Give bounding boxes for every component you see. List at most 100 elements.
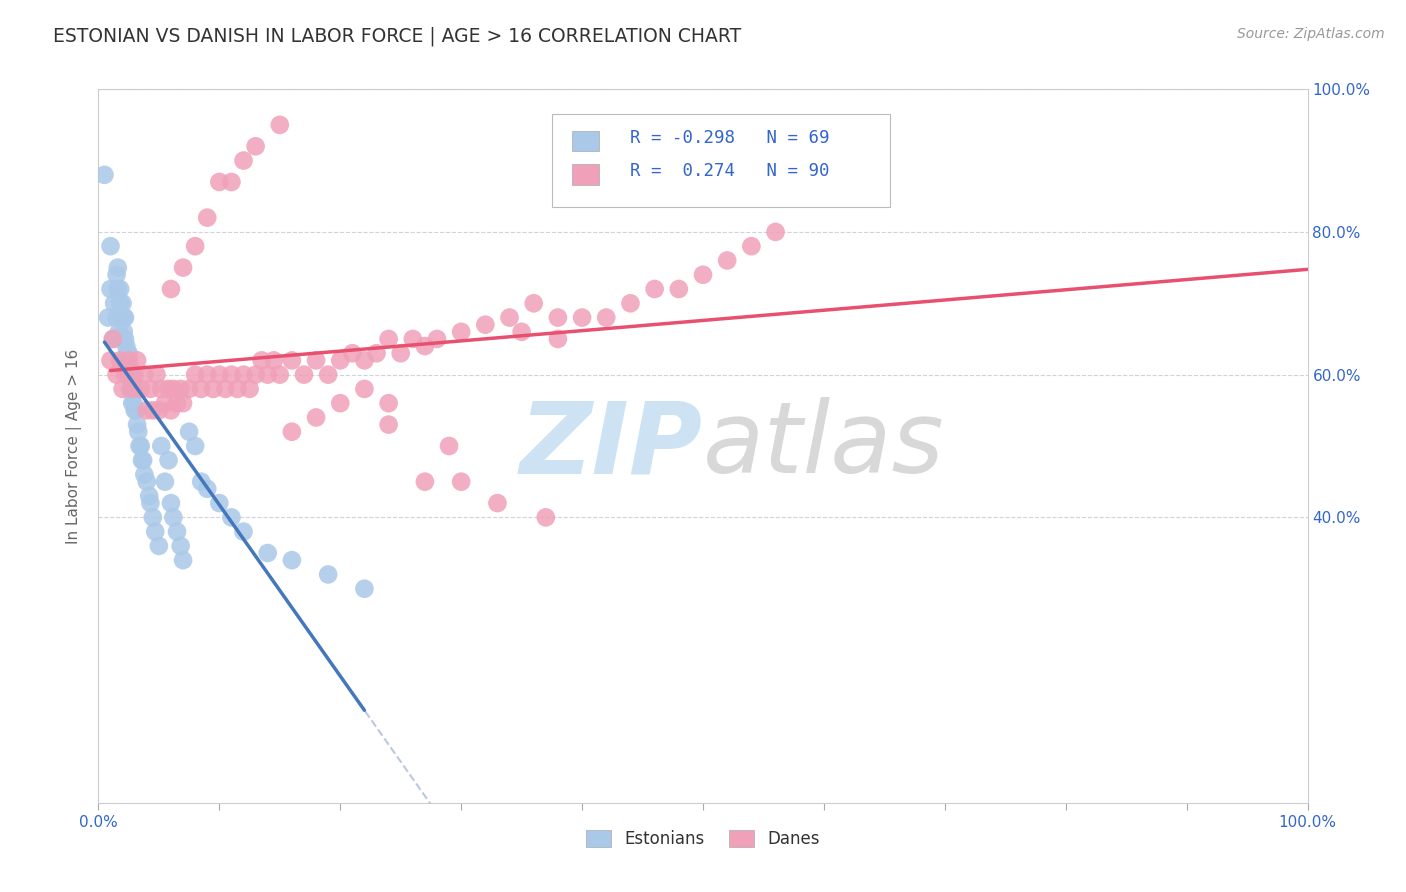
Point (166, 524, 188, 539)
Point (121, 375, 143, 389)
Point (316, 368, 339, 382)
Point (107, 282, 129, 296)
Point (128, 439, 150, 453)
Point (150, 439, 173, 453)
Point (166, 396, 188, 410)
Point (450, 475, 472, 489)
Point (534, 510, 557, 524)
Point (190, 382, 212, 396)
Point (250, 353, 273, 368)
Point (135, 475, 157, 489)
Point (208, 175, 231, 189)
Point (184, 439, 207, 453)
Point (122, 396, 145, 410)
Point (402, 332, 425, 346)
Point (208, 368, 231, 382)
Point (208, 496, 231, 510)
Point (269, 118, 291, 132)
Point (547, 332, 569, 346)
Point (148, 539, 170, 553)
Point (127, 353, 149, 368)
Point (226, 382, 249, 396)
Point (134, 467, 156, 482)
Point (118, 346, 141, 360)
Point (692, 268, 714, 282)
Point (195, 368, 218, 382)
Point (105, 268, 128, 282)
Point (184, 239, 207, 253)
Point (120, 382, 142, 396)
Point (117, 346, 139, 360)
Point (765, 225, 787, 239)
Point (134, 368, 156, 382)
Point (195, 482, 218, 496)
Point (118, 382, 141, 396)
Point (179, 425, 201, 439)
Point (426, 332, 449, 346)
Point (740, 239, 762, 253)
Point (547, 310, 569, 325)
Point (619, 296, 641, 310)
Text: R =  0.274   N = 90: R = 0.274 N = 90 (630, 162, 830, 180)
Point (118, 353, 141, 368)
Point (114, 332, 136, 346)
Point (162, 510, 184, 524)
Point (353, 353, 375, 368)
Point (172, 260, 194, 275)
Point (118, 368, 141, 382)
Point (263, 353, 285, 368)
Point (114, 310, 136, 325)
Point (510, 325, 533, 339)
Point (160, 403, 183, 417)
Point (256, 546, 278, 560)
Point (366, 346, 388, 360)
Point (342, 346, 364, 360)
Text: ESTONIAN VS DANISH IN LABOR FORCE | AGE > 16 CORRELATION CHART: ESTONIAN VS DANISH IN LABOR FORCE | AGE … (53, 27, 742, 46)
Point (179, 382, 201, 396)
Point (101, 332, 124, 346)
Point (716, 253, 738, 268)
Point (172, 396, 194, 410)
Point (377, 417, 399, 432)
Point (118, 360, 141, 375)
Text: Source: ZipAtlas.com: Source: ZipAtlas.com (1237, 27, 1385, 41)
Point (281, 353, 304, 368)
Point (221, 510, 243, 524)
Point (232, 524, 254, 539)
Point (145, 368, 167, 382)
Point (195, 211, 218, 225)
Text: R = -0.298   N = 69: R = -0.298 N = 69 (630, 128, 830, 146)
Point (124, 368, 146, 382)
Point (292, 368, 315, 382)
Point (143, 524, 166, 539)
Point (353, 382, 375, 396)
Point (103, 296, 125, 310)
Point (437, 439, 460, 453)
Point (131, 453, 153, 467)
Point (305, 410, 328, 425)
Point (139, 382, 162, 396)
Point (108, 282, 131, 296)
Point (125, 403, 148, 417)
Bar (572, 164, 599, 185)
Point (281, 553, 304, 567)
Point (202, 382, 225, 396)
Point (117, 368, 139, 382)
Point (105, 368, 128, 382)
Point (353, 582, 375, 596)
Point (115, 353, 138, 368)
Point (450, 325, 472, 339)
Point (108, 325, 131, 339)
Point (93, 168, 115, 182)
Point (148, 403, 170, 417)
Point (111, 296, 134, 310)
Point (157, 382, 180, 396)
Point (127, 425, 149, 439)
Point (105, 310, 128, 325)
Point (221, 175, 243, 189)
Point (107, 260, 129, 275)
Point (153, 396, 176, 410)
Point (595, 310, 617, 325)
Point (120, 368, 142, 382)
Point (389, 346, 412, 360)
